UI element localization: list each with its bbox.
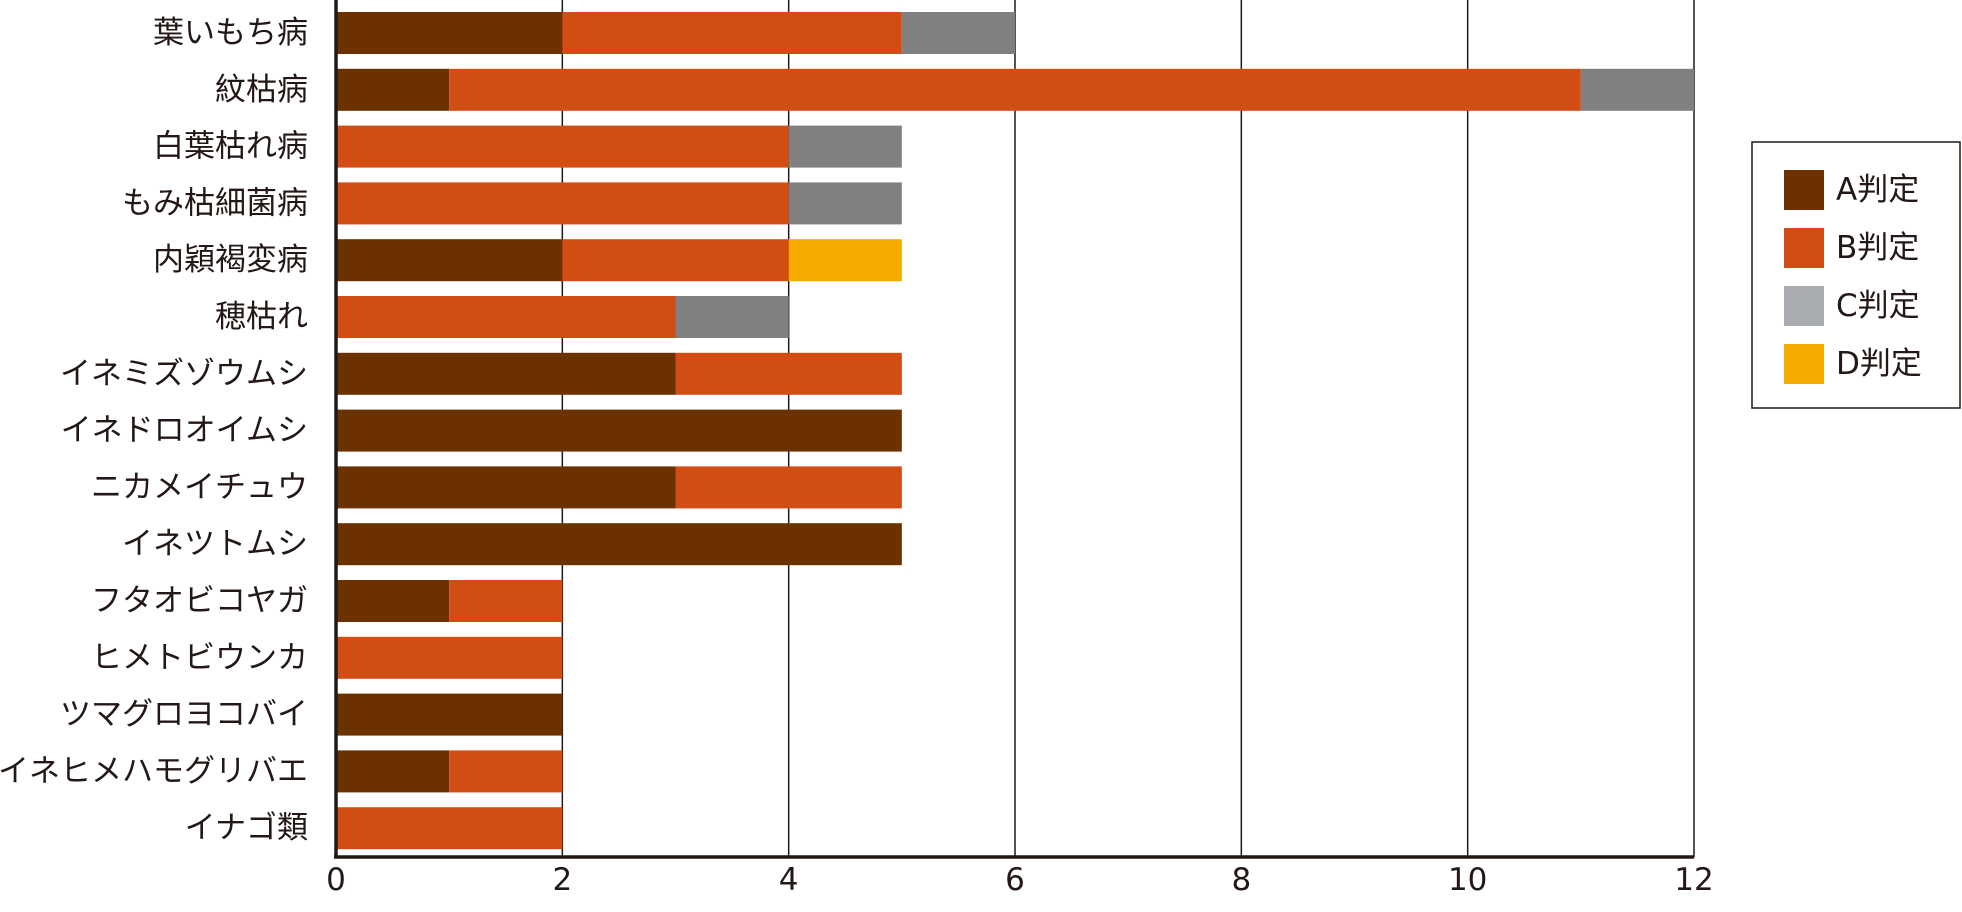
category-label: イネドロオイムシ	[61, 413, 308, 449]
x-tick-label: 0	[326, 862, 346, 898]
legend-label-1: A判定	[1836, 172, 1919, 208]
bar-12-series-2	[336, 636, 563, 679]
category-label: イナゴ類	[185, 810, 308, 846]
bar-6-series-3	[675, 296, 789, 338]
bar-13-series-1	[336, 693, 563, 736]
category-label: ヒメトビウンカ	[91, 640, 308, 676]
x-tick-labels: 0 2 4 6 8 10 12	[326, 862, 1714, 898]
bar-9-series-2	[675, 466, 902, 509]
bar-1-series-1	[336, 12, 563, 54]
legend-label-4: D判定	[1836, 346, 1922, 382]
bar-10-series-1	[336, 523, 902, 566]
bar-8-series-1	[336, 409, 902, 452]
bar-5-series-1	[336, 239, 563, 282]
category-labels: 葉いもち病紋枯病白葉枯れ病もみ枯細菌病内穎褐変病穂枯れイネミズゾウムシイネドロオ…	[0, 15, 308, 846]
bar-2-series-3	[1580, 68, 1694, 111]
category-label: 白葉枯れ病	[153, 129, 308, 165]
bar-3-series-2	[336, 125, 789, 168]
bar-5-series-2	[562, 239, 789, 282]
bar-2-series-1	[336, 68, 450, 111]
category-label: イネツトムシ	[122, 526, 308, 562]
x-tick-label: 12	[1674, 862, 1713, 898]
bar-5-series-4	[788, 239, 902, 282]
bar-11-series-1	[336, 580, 450, 622]
legend-swatch-1	[1784, 170, 1824, 210]
bar-14-series-1	[336, 750, 450, 793]
category-label: イネヒメハモグリバエ	[0, 753, 308, 789]
axes	[334, 0, 1694, 859]
legend-label-3: C判定	[1836, 288, 1920, 324]
bar-6-series-2	[336, 296, 676, 338]
legend-swatch-2	[1784, 228, 1824, 268]
bar-2-series-2	[449, 68, 1581, 111]
category-label: イネミズゾウムシ	[60, 356, 308, 392]
bar-4-series-3	[788, 182, 902, 225]
bar-3-series-3	[788, 125, 902, 168]
bar-11-series-2	[449, 580, 563, 622]
bar-9-series-1	[336, 466, 676, 509]
legend-swatch-3	[1784, 286, 1824, 326]
category-label: ツマグロヨコバイ	[60, 697, 308, 733]
bar-7-series-2	[675, 352, 902, 395]
x-tick-label: 10	[1448, 862, 1487, 898]
bars	[336, 12, 1694, 850]
bar-1-series-2	[562, 12, 902, 54]
x-tick-label: 4	[779, 862, 799, 898]
category-label: 紋枯病	[215, 72, 308, 108]
bar-1-series-3	[901, 12, 1015, 54]
x-tick-label: 2	[552, 862, 572, 898]
category-label: 穂枯れ	[215, 299, 308, 335]
bar-14-series-2	[449, 750, 563, 793]
category-label: 葉いもち病	[153, 15, 308, 51]
legend-label-2: B判定	[1836, 230, 1919, 266]
category-label: ニカメイチュウ	[91, 469, 308, 505]
category-label: もみ枯細菌病	[122, 185, 308, 221]
category-label: 内穎褐変病	[153, 242, 308, 278]
bar-4-series-2	[336, 182, 789, 225]
legend: A判定 B判定 C判定 D判定	[1751, 141, 1961, 409]
bar-15-series-2	[336, 807, 563, 850]
x-tick-label: 6	[1005, 862, 1025, 898]
category-label: フタオビコヤガ	[91, 583, 308, 619]
bar-7-series-1	[336, 352, 676, 395]
legend-swatch-4	[1784, 344, 1824, 384]
x-tick-label: 8	[1231, 862, 1251, 898]
